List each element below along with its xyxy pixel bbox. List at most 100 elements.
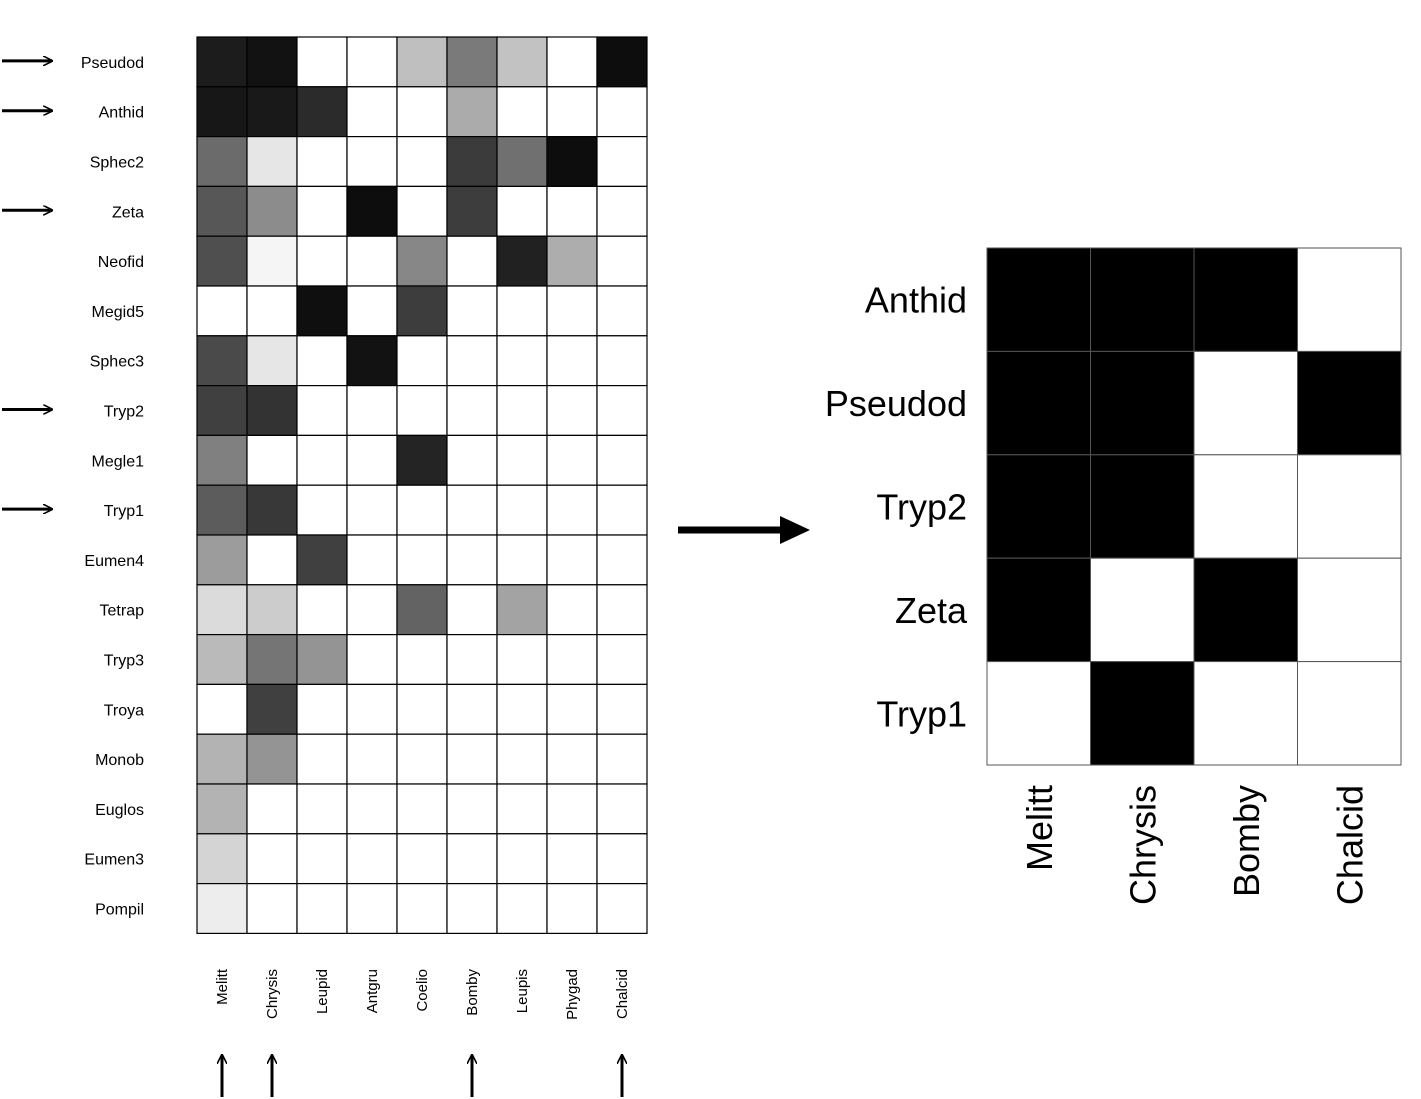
cell-eumen3-bomby [446,833,498,885]
cell-megid5-antgru [346,285,398,337]
cell-eumen3-phygad [546,833,598,885]
cell-tetrap-coelio [396,584,448,636]
cell-neofid-leupid [296,235,348,287]
cell-anthid-bomby [1193,247,1298,352]
col-label-coelio: Coelio [414,969,431,1012]
cell-euglos-chalcid [596,783,648,835]
cell-pseudod-leupid [296,36,348,88]
cell-tryp2-chrysis [246,385,298,437]
cell-pompil-chalcid [596,882,648,934]
row-selection-arrows [2,61,52,509]
cell-euglos-leupis [496,783,548,835]
cell-tetrap-chrysis [246,584,298,636]
cell-zeta-bomby [1193,557,1298,663]
cell-euglos-melitt [196,783,248,835]
row-label-zeta: Zeta [895,590,968,631]
cell-anthid-coelio [396,86,448,138]
cell-anthid-chrysis [246,86,298,138]
cell-eumen3-antgru [346,833,398,885]
cell-tryp1-phygad [546,484,598,536]
cell-pompil-bomby [446,882,498,934]
cell-sphec3-antgru [346,335,398,387]
cell-tryp3-phygad [546,633,598,685]
cell-eumen3-leupis [496,833,548,885]
cell-pseudod-melitt [986,350,1091,456]
cell-megle1-chalcid [596,434,648,486]
col-label-phygad: Phygad [564,969,581,1020]
cell-monob-chalcid [596,733,648,785]
row-label-monob: Monob [95,752,144,769]
row-label-anthid: Anthid [99,105,144,122]
reduced-heatmap: Anthid Pseudod Tryp2 Zeta Tryp1 Melitt Chrysis… [825,247,1402,905]
cell-tetrap-leupis [496,584,548,636]
cell-tryp3-coelio [396,633,448,685]
cell-tryp2-leupis [496,385,548,437]
cell-zeta-melitt [196,185,248,237]
cell-pompil-phygad [546,882,598,934]
cell-tryp2-melitt [196,385,248,437]
cell-euglos-leupid [296,783,348,835]
cell-sphec2-bomby [446,136,498,188]
row-label-pseudod: Pseudod [81,55,144,72]
col-label-antgru: Antgru [364,969,381,1013]
cell-sphec3-phygad [546,335,598,387]
cell-eumen3-chrysis [246,833,298,885]
cell-euglos-coelio [396,783,448,835]
large-heatmap: Pseudod Anthid Sphec2 Zeta Neofid Megid5 Sphec… [81,36,648,1020]
cell-tryp1-leupid [296,484,348,536]
cell-tryp2-phygad [546,385,598,437]
cell-tryp1-chrysis [1090,661,1195,766]
cell-tryp3-bomby [446,633,498,685]
row-label-sphec3: Sphec3 [90,354,144,371]
cell-zeta-leupis [496,185,548,237]
column-selection-arrows [222,1055,622,1097]
cell-megle1-melitt [196,434,248,486]
row-label-eumen3: Eumen3 [84,852,144,869]
cell-megle1-phygad [546,434,598,486]
cell-megle1-leupis [496,434,548,486]
cell-tryp1-melitt [986,661,1091,766]
cell-pseudod-chalcid [596,36,648,88]
cell-monob-leupis [496,733,548,785]
cell-neofid-coelio [396,235,448,287]
cell-troya-antgru [346,683,398,735]
cell-tryp2-coelio [396,385,448,437]
cell-tryp1-leupis [496,484,548,536]
cell-eumen4-chrysis [246,534,298,586]
cell-megid5-phygad [546,285,598,337]
cell-troya-bomby [446,683,498,735]
cell-zeta-chalcid [596,185,648,237]
cell-sphec2-leupis [496,136,548,188]
cell-eumen4-bomby [446,534,498,586]
cell-anthid-leupid [296,86,348,138]
cell-tryp1-melitt [196,484,248,536]
cell-monob-phygad [546,733,598,785]
cell-eumen4-coelio [396,534,448,586]
cell-pseudod-melitt [196,36,248,88]
cell-monob-chrysis [246,733,298,785]
cell-tetrap-chalcid [596,584,648,636]
col-label-leupid: Leupid [314,969,331,1014]
cell-euglos-bomby [446,783,498,835]
cell-sphec2-phygad [546,136,598,188]
cell-tetrap-phygad [546,584,598,636]
cell-pseudod-antgru [346,36,398,88]
cell-sphec2-coelio [396,136,448,188]
cell-troya-phygad [546,683,598,735]
cell-euglos-chrysis [246,783,298,835]
cell-sphec2-antgru [346,136,398,188]
row-label-zeta: Zeta [112,204,144,221]
row-label-tryp2: Tryp2 [104,404,144,421]
cell-tryp1-chalcid [1297,661,1402,766]
row-label-euglos: Euglos [95,802,144,819]
cell-troya-leupid [296,683,348,735]
cell-megle1-antgru [346,434,398,486]
transition-arrow [678,516,810,544]
cell-anthid-chalcid [1297,247,1402,352]
row-label-tryp1: Tryp1 [876,693,967,734]
row-label-tryp3: Tryp3 [104,653,144,670]
cell-zeta-chrysis [246,185,298,237]
cell-megid5-leupid [296,285,348,337]
row-label-troya: Troya [104,702,144,719]
cell-pompil-leupid [296,882,348,934]
